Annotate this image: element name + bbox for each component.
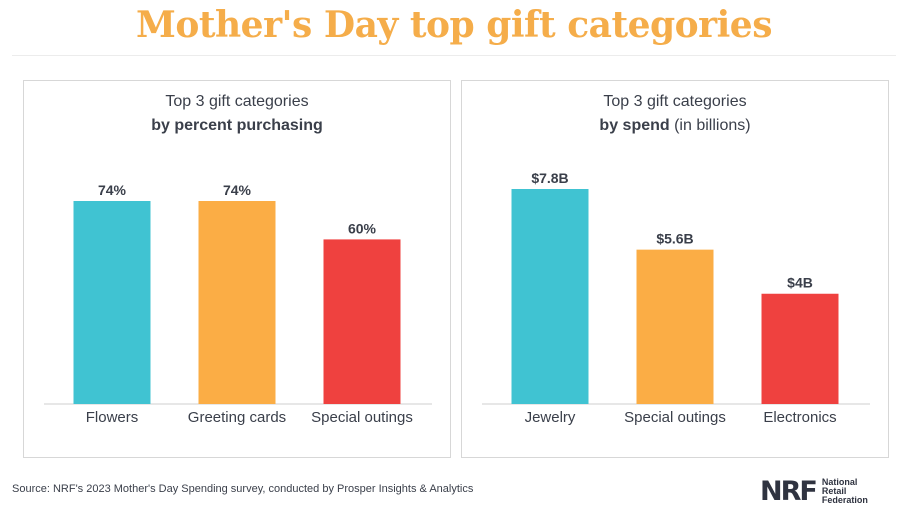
spend-chart-bar-1 (511, 189, 589, 404)
spend-chart-bar-3 (761, 293, 839, 404)
logo-mark: NRF (760, 475, 818, 507)
spend-chart-title-bold: by spend (599, 117, 670, 134)
spend-chart-value-label-1: $7.8B (531, 170, 568, 186)
percent-chart-category-label-1: Flowers (86, 409, 139, 426)
spend-chart: $7.8B Jewelry $5.6B Special outings $4B Elect… (482, 170, 870, 426)
spend-chart-value-label-3: $4B (787, 275, 813, 291)
percent-chart-bar-2 (198, 201, 276, 404)
spend-chart-bar-2 (636, 249, 714, 404)
source-note: Source: NRF's 2023 Mother's Day Spending… (12, 483, 474, 495)
spend-chart-title-suffix: (in billions) (669, 117, 751, 134)
percent-chart-panel: Top 3 gift categories by percent purchas… (23, 80, 451, 458)
spend-chart-category-label-3: Electronics (763, 409, 836, 426)
percent-chart-value-label-3: 60% (348, 220, 377, 236)
percent-chart: 74% Flowers 74% Greeting cards 60% Special ou… (44, 182, 432, 426)
spend-chart-category-label-1: Jewelry (525, 409, 576, 426)
spend-chart-category-label-2: Special outings (624, 409, 726, 426)
percent-chart-value-label-1: 74% (98, 182, 127, 198)
spend-chart-title-line2: by spend (in billions) (462, 117, 888, 135)
spend-chart-panel: Top 3 gift categories by spend (in billi… (461, 80, 889, 458)
nrf-logo: NRF National Retail Federation (760, 474, 868, 508)
logo-text: National Retail Federation (821, 476, 868, 505)
percent-chart-category-label-2: Greeting cards (188, 409, 286, 426)
logo-line-2: Retail (821, 485, 847, 496)
logo-line-3: Federation (821, 494, 868, 505)
logo-line-1: National (821, 476, 858, 487)
page-title: Mother's Day top gift categories (136, 4, 772, 46)
percent-chart-title-bold: by percent purchasing (151, 117, 323, 134)
percent-chart-title-line1: Top 3 gift categories (165, 93, 309, 110)
spend-chart-title-line1: Top 3 gift categories (603, 93, 747, 110)
percent-chart-bar-1 (73, 201, 151, 404)
spend-chart-value-label-2: $5.6B (656, 231, 693, 247)
percent-chart-title-line2: by percent purchasing (24, 117, 450, 135)
percent-chart-value-label-2: 74% (223, 182, 252, 198)
percent-chart-bar-3 (323, 239, 401, 404)
title-divider (12, 55, 896, 56)
percent-chart-category-label-3: Special outings (311, 409, 413, 426)
